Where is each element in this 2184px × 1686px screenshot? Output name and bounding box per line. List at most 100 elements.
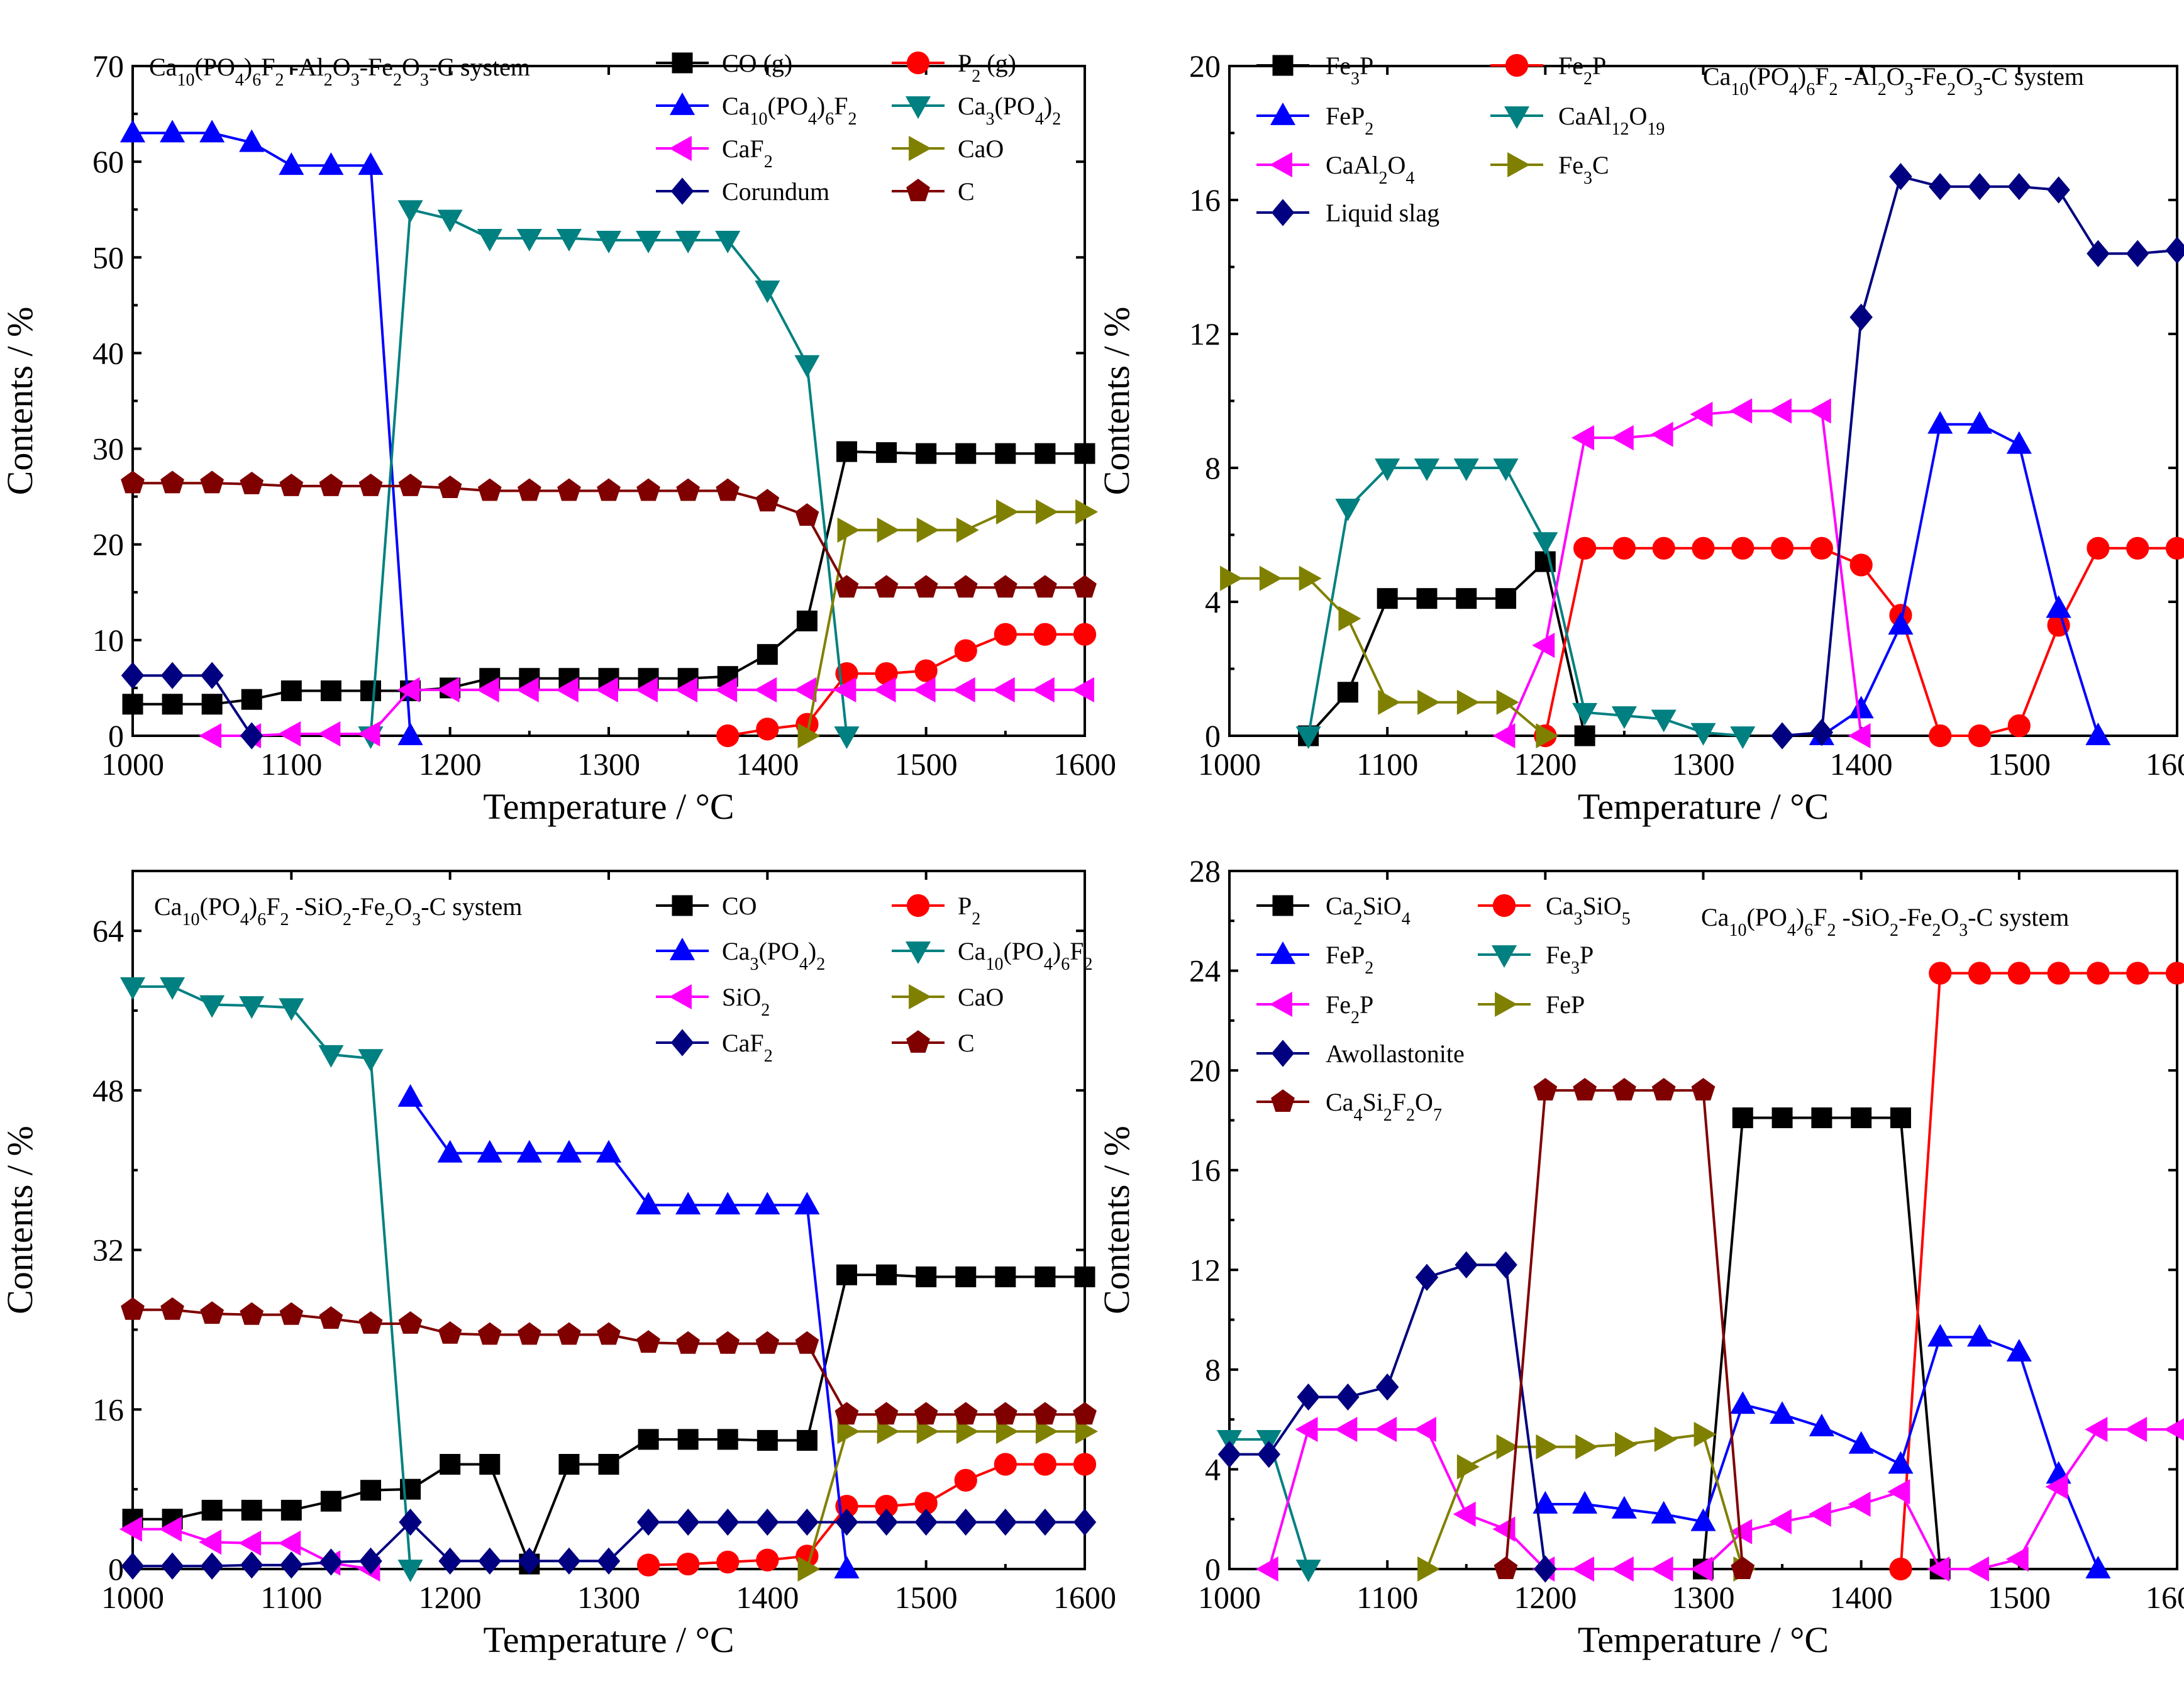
legend-label: P2 [958,892,980,929]
legend-marker [909,984,932,1010]
legend-marker [906,179,930,201]
legend-label: CaAl12O19 [1558,102,1665,139]
data-point [1848,1431,1874,1454]
legend-label: FeP2 [1326,102,1373,139]
data-point [636,1330,660,1353]
data-point [755,1192,780,1215]
data-point [200,1301,224,1324]
data-point [556,228,582,252]
data-point [2007,714,2031,738]
data-point [833,677,856,703]
data-point [716,1508,740,1536]
legend-entry-ca2sio4: Ca2SiO4 [1256,892,1411,929]
x-tick-label: 1000 [101,1580,164,1615]
data-point [398,1311,423,1334]
data-point [1073,1453,1097,1476]
data-point [1652,536,1675,560]
data-point [1692,536,1715,560]
data-point [1073,623,1097,646]
data-point [2007,962,2031,985]
data-point [755,489,780,512]
legend-marker [1492,894,1516,918]
series-ca10-po4-6f2 [119,119,423,745]
y-tick-label: 30 [92,431,124,467]
data-point [1651,1500,1677,1524]
y-tick-label: 50 [92,240,124,275]
data-point [478,1547,502,1575]
data-point [280,680,302,701]
y-tick-label: 12 [1189,316,1221,352]
data-point [1731,1556,1755,1579]
legend-label: Fe2P [1326,990,1373,1028]
data-point [1691,1078,1716,1101]
data-point [596,1140,622,1163]
data-point [797,1556,821,1582]
data-point [555,677,579,703]
series-caal2o4 [1492,398,1871,749]
data-point [516,677,539,703]
data-point [1033,1453,1057,1476]
data-point [200,1552,224,1580]
data-point [675,231,701,253]
y-tick-label: 0 [1205,1551,1221,1587]
data-point [1769,398,1792,424]
data-point [954,1468,977,1492]
data-point [1299,565,1322,591]
legend-entry-liquid-slag: Liquid slag [1256,199,1439,227]
data-point [280,1499,302,1521]
data-point [837,517,860,543]
x-tick-label: 1200 [419,1580,482,1615]
data-point [239,996,265,1019]
data-point [994,1453,1017,1476]
data-point [239,129,265,152]
series-line [1504,409,1863,736]
data-point [1848,1491,1871,1517]
data-point [1073,575,1097,598]
data-point [1888,612,1914,635]
data-point [279,152,304,175]
data-point [477,228,502,252]
data-point [1073,1402,1097,1425]
system-label: Ca10(PO4)6F2 -SiO2-Fe2O3-C system [154,892,522,929]
legend-entry-caf2: CaF2 [656,135,773,172]
data-point [877,517,900,543]
data-point [477,1322,502,1345]
data-point [834,726,860,750]
legend-label: Liquid slag [1326,199,1439,227]
legend-entry-corundum: Corundum [656,177,829,206]
legend-marker [670,177,694,205]
data-point [992,677,1015,703]
data-point [596,231,622,253]
data-point [1075,499,1099,525]
data-point [1690,401,1713,427]
data-point [1574,725,1595,746]
data-point [1335,499,1361,521]
data-point [199,723,222,749]
x-tick-label: 1100 [1356,746,1418,782]
series-cao [797,1419,1099,1582]
data-point [397,1560,423,1583]
data-point [200,470,224,494]
data-point [2047,176,2070,204]
data-point [995,1266,1016,1287]
data-point [240,472,264,494]
data-point [1770,1401,1795,1424]
data-point [397,677,420,703]
data-point [1375,458,1400,482]
data-point [1456,689,1480,715]
series-cao [797,499,1099,749]
legend-label: Fe3C [1558,151,1609,188]
data-point [1690,1556,1713,1582]
y-tick-label: 20 [1189,48,1221,84]
x-tick-label: 1500 [895,1580,958,1615]
data-point [1615,1431,1638,1457]
data-point [200,662,224,689]
data-point [636,478,660,501]
legend-marker [669,937,696,960]
series-line [1229,1263,1547,1570]
data-point [912,677,936,703]
data-point [159,1516,182,1542]
data-point [1808,398,1831,424]
data-point [636,1508,660,1536]
y-tick-label: 16 [1189,1153,1221,1188]
